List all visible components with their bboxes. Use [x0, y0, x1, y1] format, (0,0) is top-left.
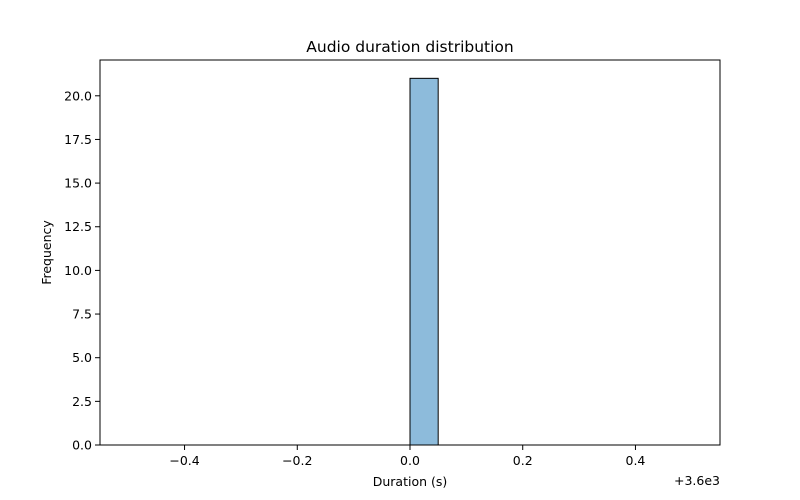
x-axis-label: Duration (s): [373, 474, 448, 489]
plot-frame: [99, 59, 721, 446]
y-tick-label: 20.0: [64, 88, 92, 103]
y-axis-ticks: 0.0 2.5 5.0 7.5 10.0 12.5 15.0 17.5 20.0: [64, 88, 100, 453]
x-tick-label: 0.0: [400, 453, 420, 468]
x-axis-offset-label: +3.6e3: [674, 473, 720, 488]
histogram-bar-10: [409, 77, 439, 446]
x-tick-label: 0.2: [513, 453, 533, 468]
x-tick-label: −0.2: [282, 453, 312, 468]
y-tick-label: 10.0: [64, 263, 92, 278]
chart-title: Audio duration distribution: [306, 38, 513, 56]
bars-group: [409, 77, 439, 446]
y-axis-label: Frequency: [39, 220, 54, 285]
x-axis-ticks: −0.4 −0.2 0.0 0.2 0.4: [169, 445, 645, 468]
x-tick-label: −0.4: [169, 453, 199, 468]
y-tick-label: 7.5: [72, 307, 92, 322]
x-tick-label: 0.4: [626, 453, 646, 468]
y-tick-label: 2.5: [72, 394, 92, 409]
y-tick-label: 12.5: [64, 219, 92, 234]
y-tick-label: 15.0: [64, 176, 92, 191]
y-tick-label: 5.0: [72, 350, 92, 365]
y-tick-label: 0.0: [72, 438, 92, 453]
y-tick-label: 17.5: [64, 132, 92, 147]
